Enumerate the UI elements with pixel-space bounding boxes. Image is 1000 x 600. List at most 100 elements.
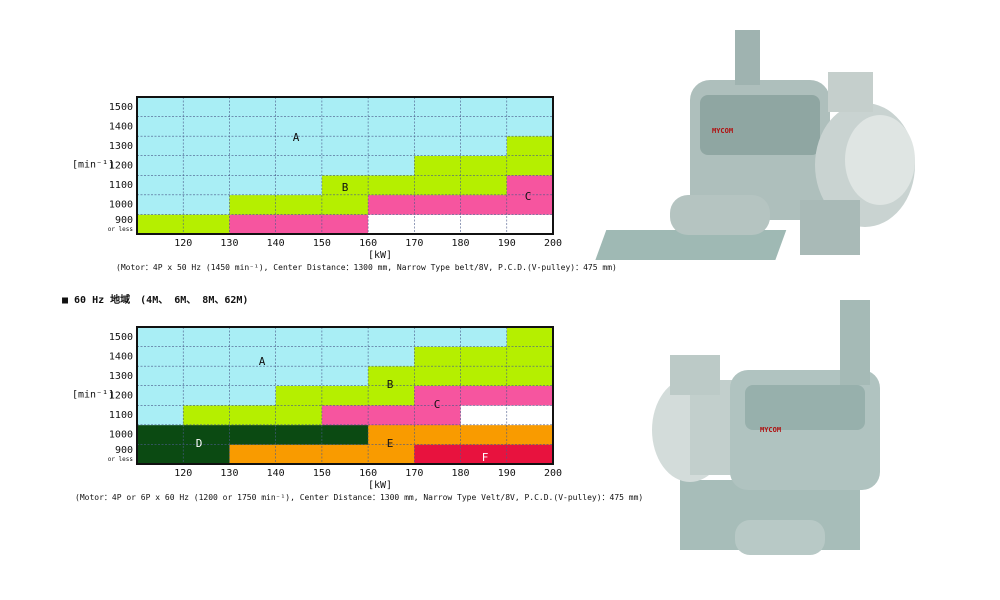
x-tick-label: 170 [405,468,423,479]
zone-chart: 900 1000 1100 1200 1300 1400 1500 or less 120 130… [72,96,617,272]
zone-cell [321,97,369,117]
zone-cell [229,366,276,387]
zone-cell [321,424,369,445]
zone-cell [321,444,369,465]
zone-cell [183,136,230,157]
zone-cell [460,385,508,406]
zone-cell [229,214,276,235]
zone-cell [137,385,184,406]
zone-cell [460,346,508,367]
x-tick-label: 150 [313,238,331,249]
zone-cell [275,175,323,196]
zone-label: A [259,355,266,368]
zone-cell [368,327,415,347]
y-tick-label: 1100 [109,180,133,191]
zone-cell [368,405,415,426]
zone-cell [460,424,508,445]
zone-cell [137,116,184,137]
brand-label: MYCOM [760,426,781,434]
zone-cell [137,327,184,347]
caption: (Motor：4P x 50 Hz (1450 min⁻¹), Center D… [116,263,617,272]
zone-cell [321,214,369,235]
zone-cell [414,97,461,117]
zone-cell [183,214,230,235]
y-tick-note: or less [108,456,134,463]
zone-cell [229,444,276,465]
y-tick-label: 1000 [109,200,133,211]
zone-cell [275,385,323,406]
zone-cell [460,366,508,387]
zone-cell [229,155,276,176]
zone-chart: 900 1000 1100 1200 1300 1400 1500 or less 120 130… [72,326,643,502]
zone-cell [460,327,508,347]
x-tick-label: 140 [267,238,285,249]
zone-cell [229,116,276,137]
plot-frame [136,326,554,465]
zone-cell [506,366,554,387]
zone-cell [183,424,230,445]
zone-cell [460,136,508,157]
x-tick-label: 130 [220,468,238,479]
x-tick-label: 150 [313,468,331,479]
zone-cell [460,444,508,465]
zone-cell [183,97,230,117]
zone-cell [183,346,230,367]
zone-cell [414,136,461,157]
zone-cell [183,116,230,137]
zone-cell [506,136,554,157]
zone-cell [229,405,276,426]
zone-cell [137,194,184,215]
zone-cell [368,346,415,367]
zone-cell [506,214,554,235]
zone-cell [368,424,415,445]
y-tick-label: 1200 [109,161,133,172]
x-tick-label: 120 [174,468,192,479]
zone-cell [183,405,230,426]
zone-label: E [387,437,394,450]
zone-cell [506,444,554,465]
zone-label: C [434,398,441,411]
zone-cell [137,424,184,445]
plot-frame [136,96,554,235]
zone-cell [321,155,369,176]
zone-cell [414,214,461,235]
zone-cell [506,194,554,215]
zone-cell [229,194,276,215]
zone-cell [229,346,276,367]
y-tick-label: 1400 [109,121,133,132]
x-tick-label: 140 [267,468,285,479]
zone-cell [368,385,415,406]
zone-cell [321,175,369,196]
zone-cell [506,424,554,445]
zone-cell [275,116,323,137]
zone-cell [414,175,461,196]
y-tick-label: 1300 [109,371,133,382]
y-axis-unit: [min⁻¹] [72,390,114,401]
zone-cell [321,405,369,426]
zone-cell [183,385,230,406]
x-tick-label: 180 [452,238,470,249]
caption: (Motor：4P or 6P x 60 Hz (1200 or 1750 mi… [75,493,643,502]
zone-cell [137,444,184,465]
zone-cell [321,346,369,367]
y-axis-unit: [min⁻¹] [72,160,114,171]
zone-cell [229,424,276,445]
zone-cell [321,385,369,406]
y-tick-label: 1500 [109,332,133,343]
section-heading: ■ 60 Hz 地域 (4M、 6M、 8M、62M) [62,293,248,306]
zone-cell [275,97,323,117]
zone-cell [368,444,415,465]
zone-cell [460,116,508,137]
zone-cell [137,214,184,235]
zone-cell [460,194,508,215]
zone-cell [275,136,323,157]
zone-cell [460,175,508,196]
x-tick-label: 200 [544,468,562,479]
zone-cell [183,155,230,176]
zone-cell [506,116,554,137]
zone-cell [368,136,415,157]
zone-cell [137,136,184,157]
x-tick-label: 170 [405,238,423,249]
